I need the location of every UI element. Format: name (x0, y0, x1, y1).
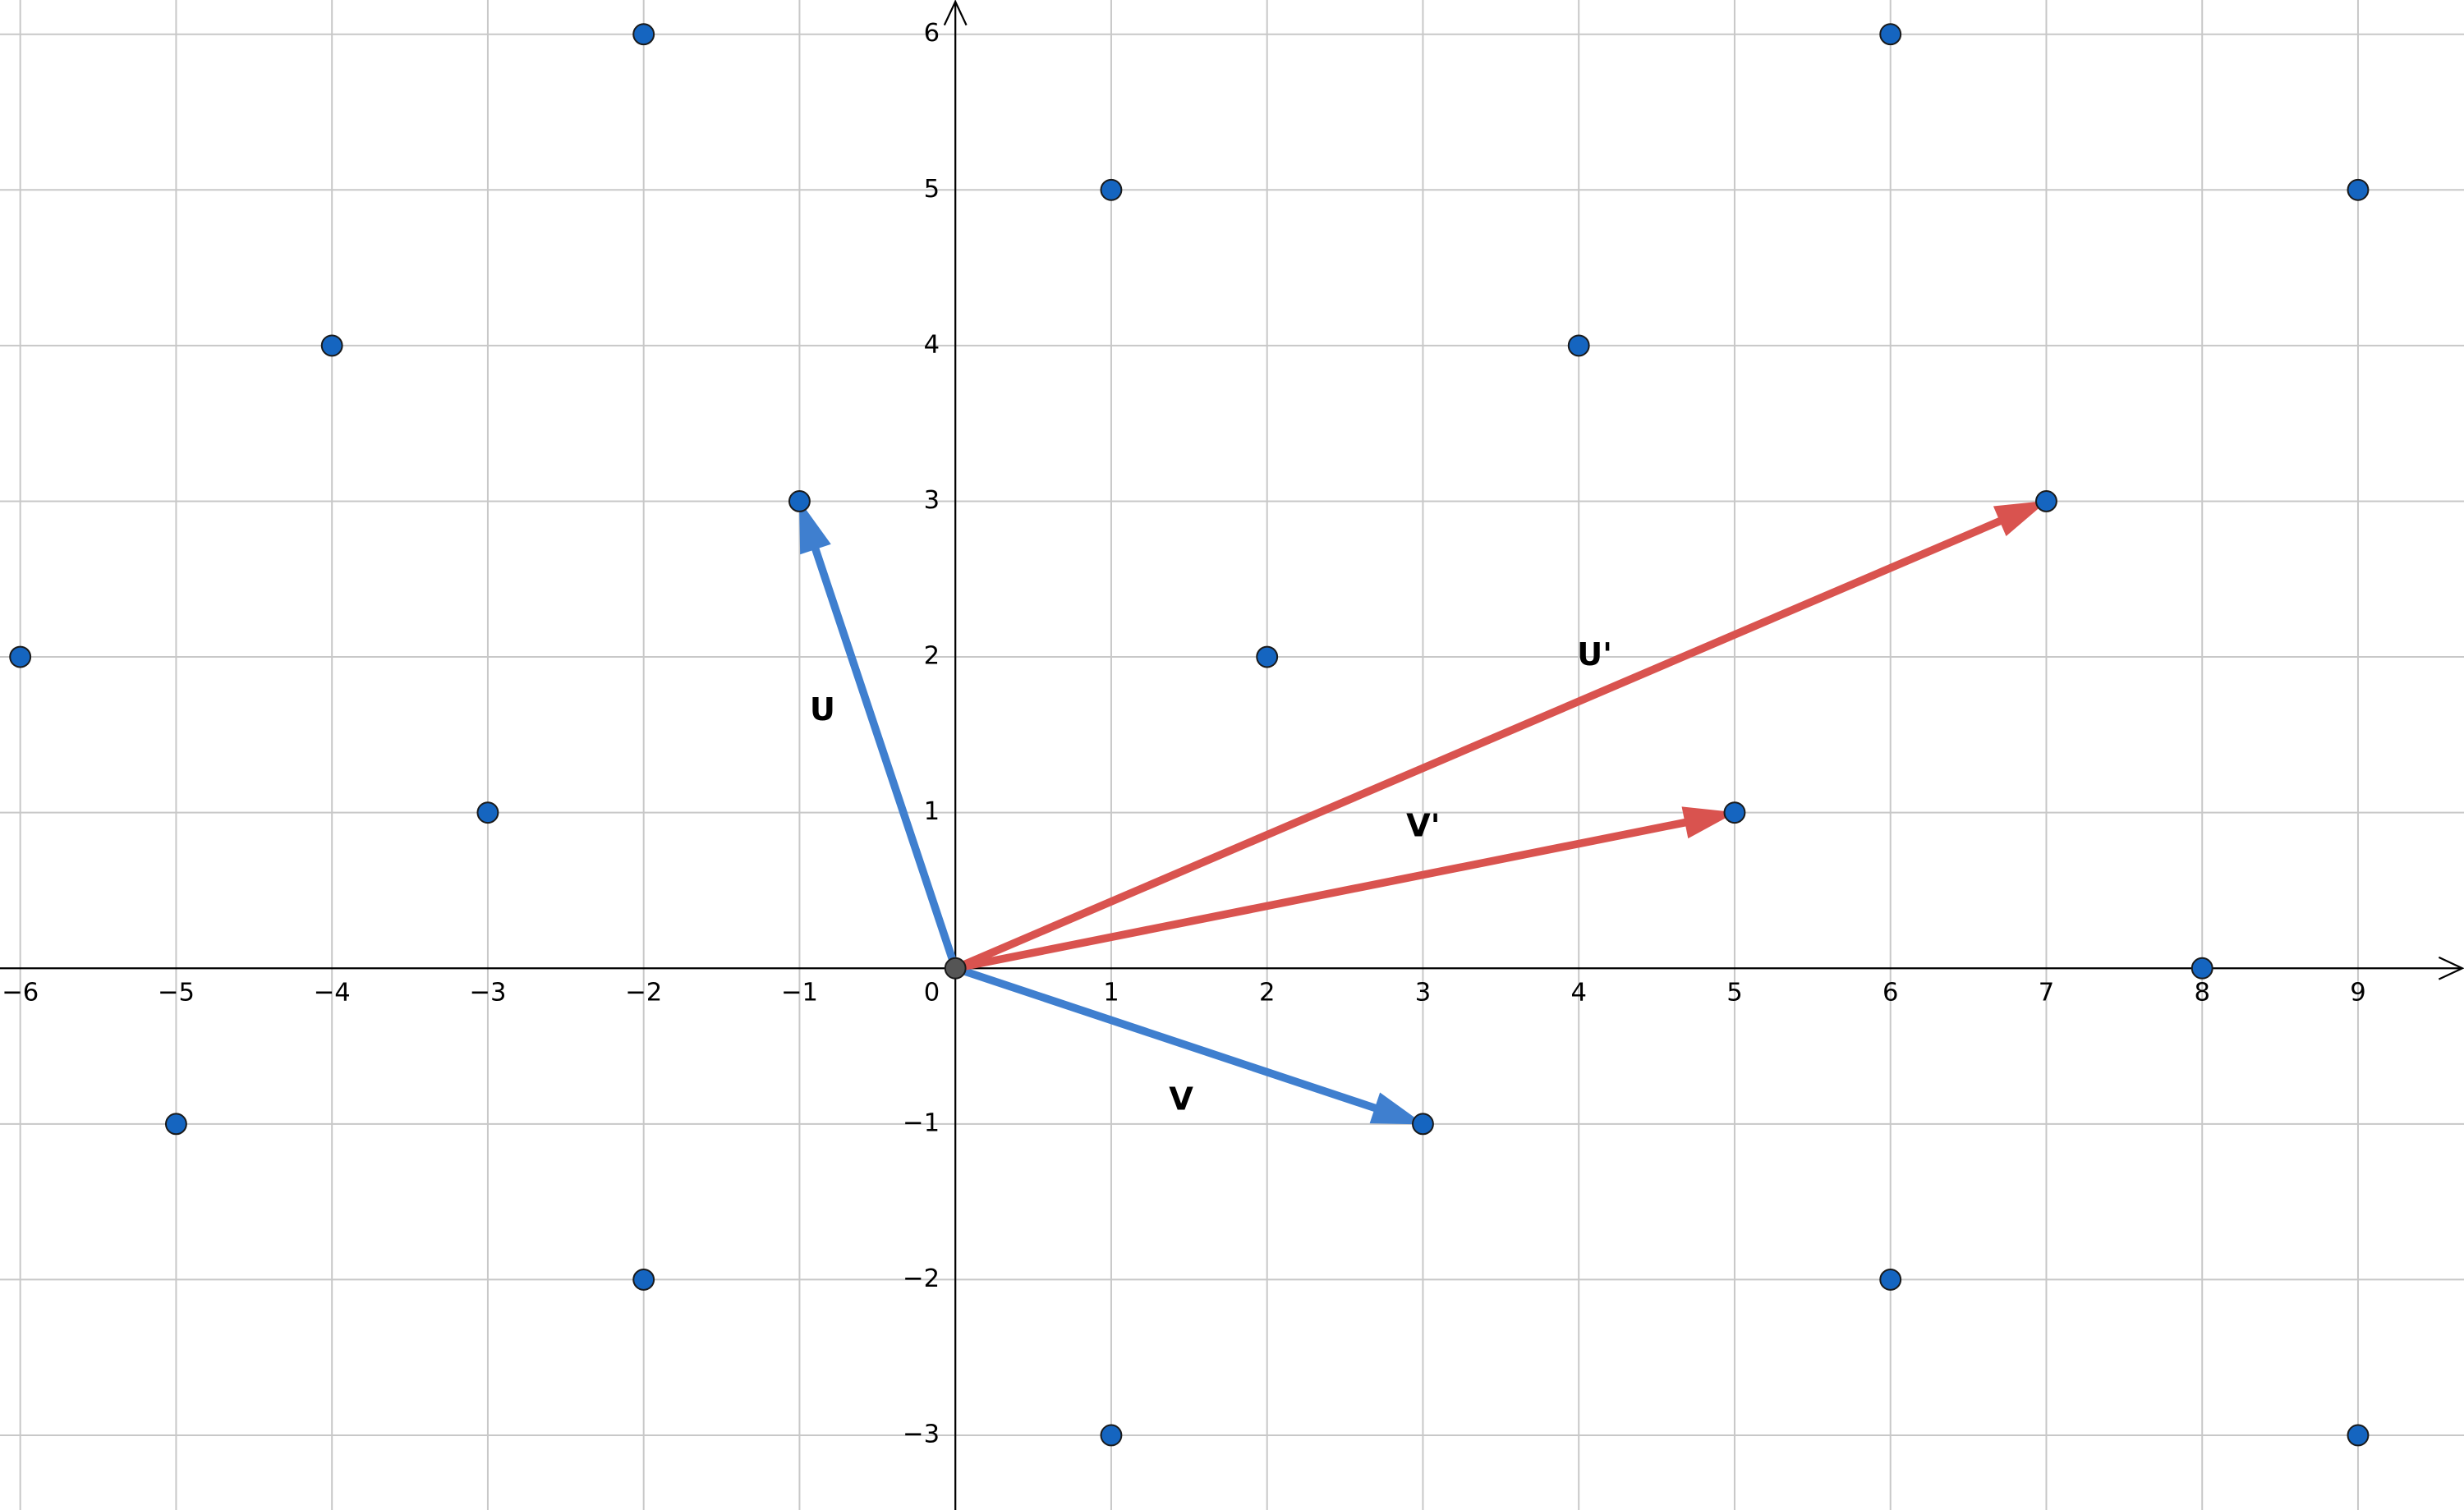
y-tick-label: 2 (924, 642, 940, 671)
vector (954, 806, 1736, 972)
point (1100, 1424, 1123, 1447)
point (1100, 178, 1123, 201)
point (1256, 645, 1279, 668)
x-tick-label: 1 (1103, 978, 1119, 1007)
x-tick-label: 4 (1570, 978, 1586, 1007)
vector-head (1993, 500, 2048, 536)
point (2035, 490, 2057, 512)
point (632, 1268, 655, 1291)
point (1412, 1113, 1434, 1136)
vector-label: U' (1577, 636, 1612, 673)
point (944, 957, 967, 980)
y-tick-label: 1 (924, 797, 940, 826)
y-tick-label: −2 (903, 1264, 940, 1293)
vector-shaft (811, 546, 959, 970)
point (1723, 801, 1746, 824)
y-tick-label: 6 (924, 19, 940, 48)
x-tick-label: 3 (1415, 978, 1431, 1007)
x-tick-label: 2 (1259, 978, 1275, 1007)
x-tick-label: −4 (314, 978, 351, 1007)
point (2347, 178, 2370, 201)
y-tick-label: −3 (903, 1420, 940, 1448)
vector-shaft (954, 818, 1688, 972)
point (1567, 334, 1590, 357)
y-tick-label: −1 (903, 1108, 940, 1137)
vector-shaft (954, 964, 1378, 1113)
x-tick-label: −3 (469, 978, 506, 1007)
y-tick-label: 3 (924, 486, 940, 515)
vector-head (798, 499, 831, 555)
y-axis-arrow (943, 0, 968, 26)
vector (798, 499, 959, 970)
vector (954, 964, 1425, 1125)
x-axis-arrow (2438, 956, 2464, 980)
labels: −6 −5 −4 −3 −2 −1 0 1 2 3 4 5 6 7 8 9 −3 −2 −1 1 2 3 4 5 6 U V U' V' (2, 19, 2366, 1448)
y-tick-label: 5 (924, 175, 940, 204)
point (2190, 957, 2213, 980)
point (164, 1113, 187, 1136)
vector-head (1681, 806, 1736, 839)
point (632, 23, 655, 46)
point (2347, 1424, 2370, 1447)
vector (954, 500, 2048, 972)
vector-head (1369, 1092, 1425, 1125)
point (9, 645, 32, 668)
point (476, 801, 499, 824)
vectors (798, 499, 2048, 1125)
vector-label: V (1169, 1081, 1193, 1118)
x-tick-label: 7 (2039, 978, 2054, 1007)
vector-label: U (810, 691, 835, 728)
x-tick-label: −2 (625, 978, 662, 1007)
x-tick-label: −1 (781, 978, 818, 1007)
vector-shaft (954, 516, 2003, 972)
x-tick-label: −6 (2, 978, 39, 1007)
x-tick-label: 8 (2194, 978, 2209, 1007)
point (320, 334, 343, 357)
point (1879, 1268, 1902, 1291)
point (1879, 23, 1902, 46)
x-tick-label: 9 (2350, 978, 2365, 1007)
x-tick-label: 6 (1882, 978, 1898, 1007)
x-tick-label: −5 (158, 978, 195, 1007)
x-tick-label: 5 (1726, 978, 1742, 1007)
points (9, 23, 2370, 1447)
x-tick-label: 0 (924, 978, 940, 1007)
y-tick-label: 4 (924, 330, 940, 359)
point (788, 490, 811, 512)
vector-label: V' (1406, 807, 1440, 844)
